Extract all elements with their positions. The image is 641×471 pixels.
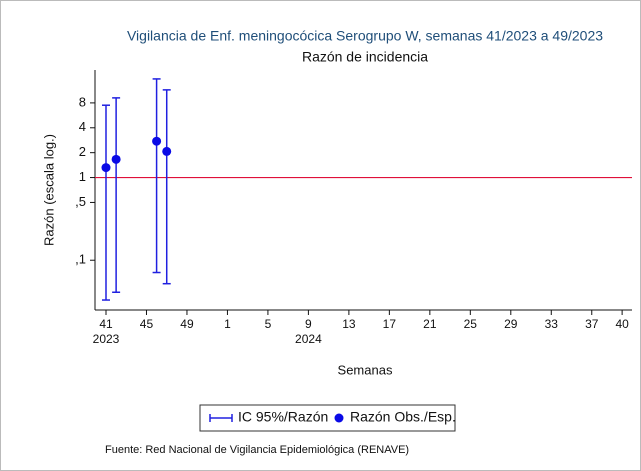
y-tick-label: 1 (79, 169, 86, 184)
x-tick-label: 5 (265, 317, 272, 331)
y-tick-label: ,5 (75, 194, 86, 209)
point (152, 136, 162, 146)
chart-subtitle: Razón de incidencia (302, 49, 428, 65)
point (162, 146, 172, 156)
x-tick-label: 29 (504, 317, 518, 331)
source-note: Fuente: Red Nacional de Vigilancia Epide… (105, 444, 409, 456)
point (101, 163, 111, 173)
chart-title: Vigilancia de Enf. meningocócica Serogru… (127, 28, 603, 44)
year-label: 2024 (295, 332, 322, 346)
x-tick-label: 1 (224, 317, 231, 331)
x-tick-label: 21 (423, 317, 437, 331)
y-tick-label: 4 (79, 119, 86, 134)
legend-label: IC 95%/Razón (238, 409, 328, 425)
x-tick-label: 41 (99, 317, 113, 331)
x-axis-label: Semanas (338, 362, 393, 377)
x-tick-label: 13 (342, 317, 356, 331)
error-bar (102, 104, 110, 301)
year-label: 2023 (93, 332, 120, 346)
legend-box (199, 404, 456, 432)
y-tick-label: 8 (79, 94, 86, 109)
x-tick-label: 25 (464, 317, 478, 331)
y-axis-label: Razón (escala log.) (41, 134, 56, 246)
x-tick-label: 17 (383, 317, 397, 331)
error-bar (162, 89, 171, 285)
x-tick-label: 40 (615, 317, 629, 331)
x-tick-label: 9 (305, 317, 312, 331)
x-tick-label: 33 (545, 317, 559, 331)
error-bar (112, 97, 121, 293)
y-tick-label: ,1 (75, 252, 86, 267)
y-tick-label: 2 (79, 144, 86, 159)
x-tick-label: 37 (585, 317, 599, 331)
point (111, 154, 121, 164)
legend-symbol (334, 413, 344, 423)
legend-label: Razón Obs./Esp. (350, 409, 456, 425)
x-tick-label: 49 (180, 317, 194, 331)
error-bar (152, 78, 161, 274)
x-tick-label: 45 (140, 317, 154, 331)
